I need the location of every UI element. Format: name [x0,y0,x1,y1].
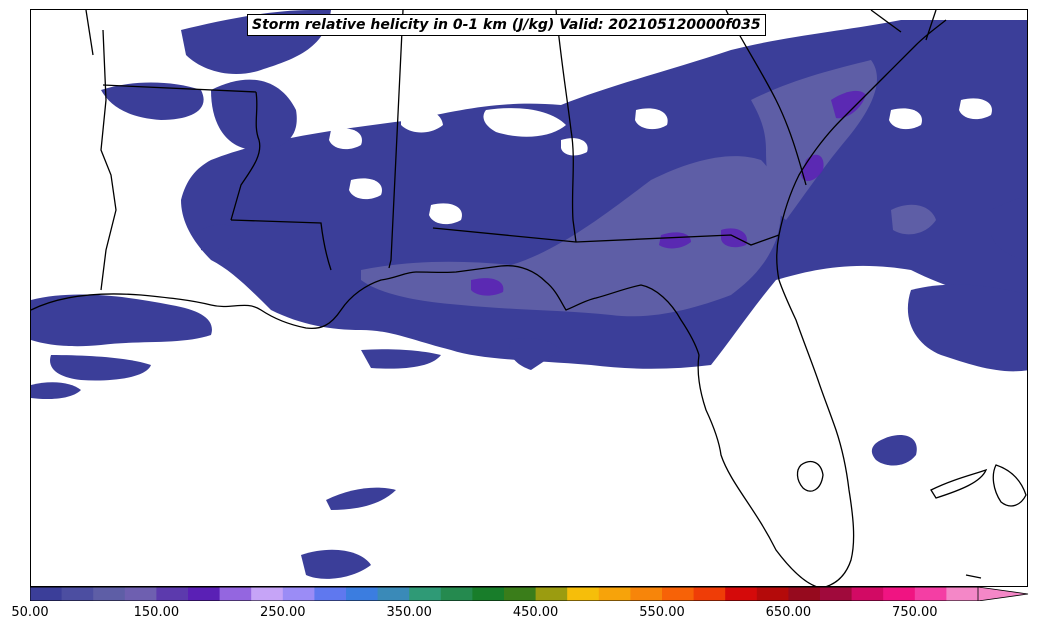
colorbar-segment [630,587,663,601]
colorbar-segment [346,587,379,601]
colorbar-tick-label: 450.00 [512,605,559,620]
colorbar-segment [472,587,505,601]
colorbar-segment [251,587,284,601]
colorbar-segment [61,587,94,601]
colorbar-segment [124,587,157,601]
colorbar-extend-arrow [977,587,1029,601]
colorbar-segment [883,587,916,601]
colorbar-tick-label: 650.00 [765,605,812,620]
colorbar-tick-label: 550.00 [639,605,685,620]
colorbar-segment [409,587,442,601]
colorbar-segment [377,587,410,601]
colorbar-segment [504,587,537,601]
helicity-field-high [471,90,866,296]
colorbar-segment [788,587,821,601]
map-title: Storm relative helicity in 0-1 km (J/kg)… [247,14,766,36]
field-gaps [321,98,992,353]
colorbar-tick-label: 250.00 [260,605,306,620]
colorbar-segment [314,587,347,601]
colorbar-segment [851,587,884,601]
colorbar-segment [440,587,473,601]
colorbar-tick-labels: 50.00 150.00 250.00 350.00 450.00 550.00 650.0… [0,605,1037,625]
colorbar-segment [946,587,979,601]
colorbar-tick-label: 150.00 [133,605,180,620]
colorbar-segment [156,587,189,601]
colorbar-segment [598,587,631,601]
colorbar-segment [535,587,568,601]
colorbar-segment [756,587,789,601]
colorbar-segment [93,587,126,601]
colorbar-segment [188,587,221,601]
helicity-map [31,10,1027,586]
colorbar-segment [725,587,758,601]
colorbar-tick-label: 50.00 [11,605,49,620]
colorbar-segment [219,587,252,601]
colorbar-tick-label: 350.00 [386,605,432,620]
colorbar-segment [820,587,853,601]
colorbar [30,587,1029,601]
colorbar-segment [662,587,695,601]
colorbar-tick-label: 750.00 [892,605,938,620]
colorbar-segment [567,587,600,601]
colorbar-segment [30,587,63,601]
colorbar-segment [693,587,726,601]
map-panel [30,9,1028,587]
colorbar-segment [282,587,315,601]
colorbar-segment [914,587,947,601]
